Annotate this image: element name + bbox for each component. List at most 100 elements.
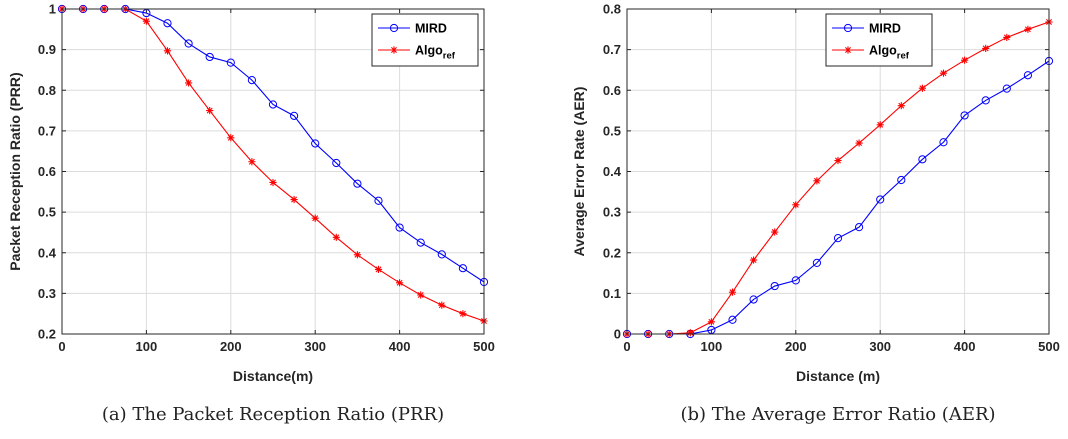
- aer-series-algo-ref-point: [982, 44, 990, 53]
- aer-x-axis-label: Distance (m): [796, 368, 880, 384]
- prr-legend-box: [371, 13, 479, 67]
- aer-caption: (b) The Average Error Ratio (AER): [680, 404, 995, 425]
- prr-series-algo-ref-point: [374, 265, 383, 274]
- prr-y-tick-label: 0.9: [38, 42, 56, 57]
- prr-series-mird-point: [184, 39, 193, 48]
- prr-series-mird-point: [290, 111, 299, 120]
- aer-legend-item-mird-label: MIRD: [869, 22, 901, 36]
- prr-series-algo-ref-point: [227, 134, 235, 142]
- aer-legend-item-algo-ref-label-subscript: ref: [897, 51, 910, 62]
- aer-series-mird-point: [728, 315, 737, 324]
- aer-series-mird-point: [918, 155, 927, 164]
- prr-x-tick-label: 200: [220, 339, 242, 354]
- prr-series-mird-point: [163, 19, 172, 28]
- prr-series-mird-point: [437, 250, 446, 259]
- prr-y-tick-label: 0.8: [38, 83, 56, 98]
- prr-series-algo-ref-point: [142, 17, 150, 25]
- aer-ticks: 0 100 200 300 400 500 0 0.1 0.2 0.3 0.4 0.5 0.6 0.7 0.…: [603, 2, 1060, 355]
- aer-series-mird-point: [770, 281, 779, 291]
- prr-legend-item-algo-ref-marker: [390, 46, 398, 54]
- aer-series-algo-ref-point: [1003, 33, 1011, 42]
- prr-series-algo-ref-point: [332, 233, 340, 241]
- aer-y-tick-label: 0.6: [603, 83, 621, 98]
- aer-y-tick-label: 0.2: [603, 245, 621, 260]
- prr-series-mird-point: [458, 264, 467, 273]
- aer-series-mird-point: [981, 96, 990, 105]
- aer-series-mird-point: [960, 111, 969, 120]
- prr-ticks: 0 100 200 300 400 500 0.2 0.3 0.4 0.5 0.6 0.7 0.8 0.9…: [38, 2, 495, 355]
- prr-y-tick-label: 0.3: [38, 286, 56, 301]
- prr-series-algo-ref-point: [290, 195, 298, 204]
- prr-series-algo-ref-point: [353, 251, 361, 259]
- aer-x-tick-label: 0: [623, 339, 630, 354]
- prr-series-algo-ref-point: [438, 301, 446, 309]
- aer-series-algo-ref-point: [918, 84, 926, 92]
- prr-y-tick-label: 0.6: [38, 164, 56, 179]
- aer-series-algo-ref-point: [939, 69, 948, 77]
- prr-series-algo-ref-point: [269, 178, 277, 187]
- prr-series-mird-point: [374, 196, 383, 205]
- aer-series-algo-ref-point: [876, 121, 884, 129]
- prr-series-mird-point: [247, 75, 256, 85]
- aer-series-mird-point: [833, 234, 843, 243]
- prr-series-algo-ref-point: [396, 279, 404, 287]
- prr-y-tick-label: 0.4: [38, 245, 57, 260]
- prr-y-axis-label: Packet Reception Ratio (PRR): [7, 72, 23, 270]
- aer-series-mird-point: [791, 276, 800, 285]
- prr-series-algo-ref-point: [311, 214, 319, 222]
- aer-series-mird-point: [897, 175, 906, 185]
- prr-legend-item-mird-label: MIRD: [415, 22, 447, 36]
- aer-y-tick-label: 0.8: [603, 2, 621, 17]
- aer-series-mird-line: [627, 60, 1050, 335]
- aer-x-tick-label: 300: [869, 339, 891, 354]
- prr-series-mird-point: [205, 52, 214, 62]
- aer-series-algo-ref-point: [961, 56, 969, 64]
- aer-series-layer: [622, 18, 1054, 339]
- aer-series-mird-point: [812, 258, 822, 268]
- aer-x-tick-label: 400: [954, 339, 976, 354]
- aer-legend-item-algo-ref-marker: [844, 46, 852, 54]
- aer-series-mird-point: [855, 223, 864, 232]
- prr-x-tick-label: 300: [304, 339, 326, 354]
- prr-series-algo-ref-point: [248, 158, 256, 166]
- aer-y-tick-label: 0.1: [603, 286, 621, 301]
- aer-y-tick-label: 0.5: [603, 123, 621, 138]
- aer-series-mird-point: [1023, 71, 1033, 80]
- aer-y-tick-label: 0: [614, 327, 621, 342]
- prr-y-tick-label: 0.7: [38, 123, 56, 138]
- prr-legend-item-mird: MIRD: [378, 22, 447, 36]
- aer-x-tick-label: 100: [701, 339, 723, 354]
- aer-legend-item-mird: MIRD: [832, 22, 901, 36]
- prr-series-mird-point: [395, 223, 404, 232]
- aer-series-algo-ref-point: [728, 288, 737, 296]
- aer-series-algo-ref-point: [897, 102, 905, 110]
- prr-series-algo-ref-point: [417, 291, 425, 299]
- aer-series-algo-ref-point: [1024, 25, 1032, 33]
- prr-series-layer: [57, 4, 489, 325]
- prr-series-mird-point: [353, 179, 362, 188]
- prr-series-mird-point: [226, 58, 235, 67]
- prr-series-mird-point: [311, 139, 320, 148]
- aer-y-tick-label: 0.7: [603, 42, 621, 57]
- aer-y-axis-label: Average Error Rate (AER): [571, 87, 587, 257]
- aer-x-tick-label: 500: [1038, 339, 1060, 354]
- prr-x-tick-label: 0: [58, 339, 65, 354]
- aer-series-mird-point: [939, 138, 948, 147]
- aer-series-algo-ref-point: [855, 139, 863, 147]
- prr-series-algo-ref-point: [459, 310, 467, 318]
- prr-series-algo-ref-point: [185, 79, 193, 87]
- aer-series-algo-ref-point: [771, 228, 779, 236]
- aer-series-algo-ref-point: [792, 201, 800, 209]
- aer-x-tick-label: 200: [785, 339, 807, 354]
- aer-legend-box: [825, 13, 933, 67]
- aer-series-algo-ref-point: [834, 156, 842, 165]
- aer-legend-item-mird-marker: [843, 23, 853, 33]
- prr-x-axis-label: Distance(m): [233, 368, 313, 384]
- prr-legend-item-algo-ref-label-subscript: ref: [443, 51, 456, 62]
- aer-series-mird-point: [876, 195, 885, 204]
- prr-y-tick-label: 0.2: [38, 327, 56, 342]
- aer-series-mird-point: [1002, 84, 1011, 93]
- aer-y-tick-label: 0.3: [603, 205, 621, 220]
